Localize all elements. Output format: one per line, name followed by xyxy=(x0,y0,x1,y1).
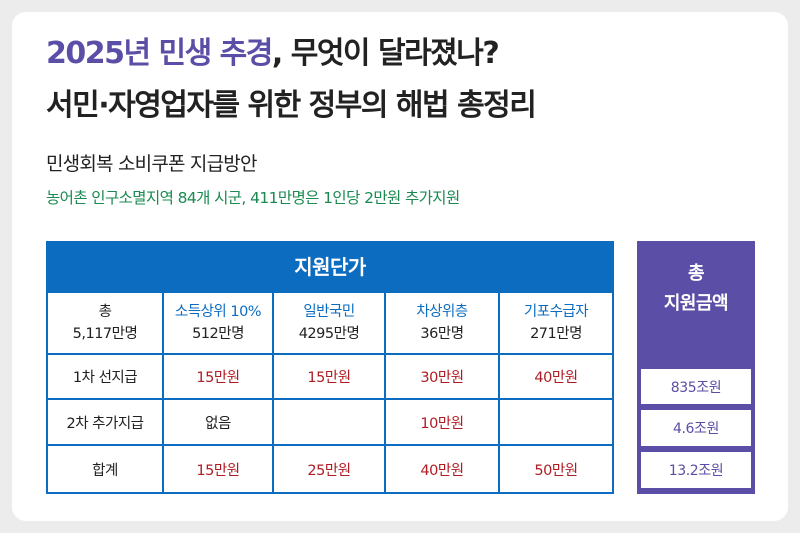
column-header-near-poverty: 차상위층 36만명 xyxy=(386,293,500,355)
support-unit-table: 지원단가 총 5,117만명 소득상위 10% 512만명 일반국민 4295만… xyxy=(46,241,614,494)
table-cell: 25만원 xyxy=(274,446,386,492)
row-label-second-payment: 2차 추가지급 xyxy=(48,400,164,446)
row-label-first-payment: 1차 선지급 xyxy=(48,355,164,400)
table-cell: 15만원 xyxy=(164,446,274,492)
title-line-2: 서민·자영업자를 위한 정부의 해법 총정리 xyxy=(46,88,537,123)
column-header-total: 총 5,117만명 xyxy=(48,293,164,355)
subtitle: 민생회복 소비쿠폰 지급방안 xyxy=(46,153,257,175)
additional-support-note: 농어촌 인구소멸지역 84개 시군, 411만명은 1인당 2만원 추가지원 xyxy=(46,189,460,207)
table-grid: 총 5,117만명 소득상위 10% 512만명 일반국민 4295만명 차상위… xyxy=(48,293,612,492)
table-cell: 30만원 xyxy=(386,355,500,400)
total-heading-line-2: 지원금액 xyxy=(663,293,729,314)
column-count: 5,117만명 xyxy=(72,326,138,342)
column-label: 기포수급자 xyxy=(523,304,589,320)
table-cell: 15만원 xyxy=(274,355,386,400)
column-count: 512만명 xyxy=(192,326,244,342)
column-label: 차상위층 xyxy=(416,304,468,320)
title-rest: , 무엇이 달라졌나? xyxy=(271,36,500,71)
table-cell xyxy=(500,400,612,446)
column-label: 총 xyxy=(98,304,112,320)
total-support-heading: 총 지원금액 xyxy=(637,259,755,319)
column-header-general: 일반국민 4295만명 xyxy=(274,293,386,355)
title-line-1: 2025년 민생 추경, 무엇이 달라졌나? xyxy=(46,28,500,72)
total-amount-first: 835조원 xyxy=(641,369,751,404)
table-cell: 10만원 xyxy=(386,400,500,446)
table-heading: 지원단가 xyxy=(294,255,366,279)
table-cell xyxy=(274,400,386,446)
row-label-sum: 합계 xyxy=(48,446,164,492)
column-header-basic-recipients: 기포수급자 271만명 xyxy=(500,293,612,355)
total-support-panel: 총 지원금액 835조원 4.6조원 13.2조원 xyxy=(637,241,755,494)
total-amount-sum: 13.2조원 xyxy=(641,452,751,488)
table-cell: 40만원 xyxy=(386,446,500,492)
total-amount-second: 4.6조원 xyxy=(641,410,751,446)
column-count: 4295만명 xyxy=(298,326,360,342)
total-heading-line-1: 총 xyxy=(687,263,705,284)
column-label: 소득상위 10% xyxy=(174,304,262,320)
table-cell: 50만원 xyxy=(534,462,578,479)
column-header-top10: 소득상위 10% 512만명 xyxy=(164,293,274,355)
title-highlight: 2025년 민생 추경 xyxy=(46,36,273,71)
column-count: 36만명 xyxy=(420,326,464,342)
column-count: 271만명 xyxy=(530,326,582,342)
column-label: 일반국민 xyxy=(303,304,355,320)
table-cell: 15만원 xyxy=(164,355,274,400)
table-cell: 40만원 xyxy=(500,355,612,400)
table-cell: 없음 xyxy=(164,400,274,446)
